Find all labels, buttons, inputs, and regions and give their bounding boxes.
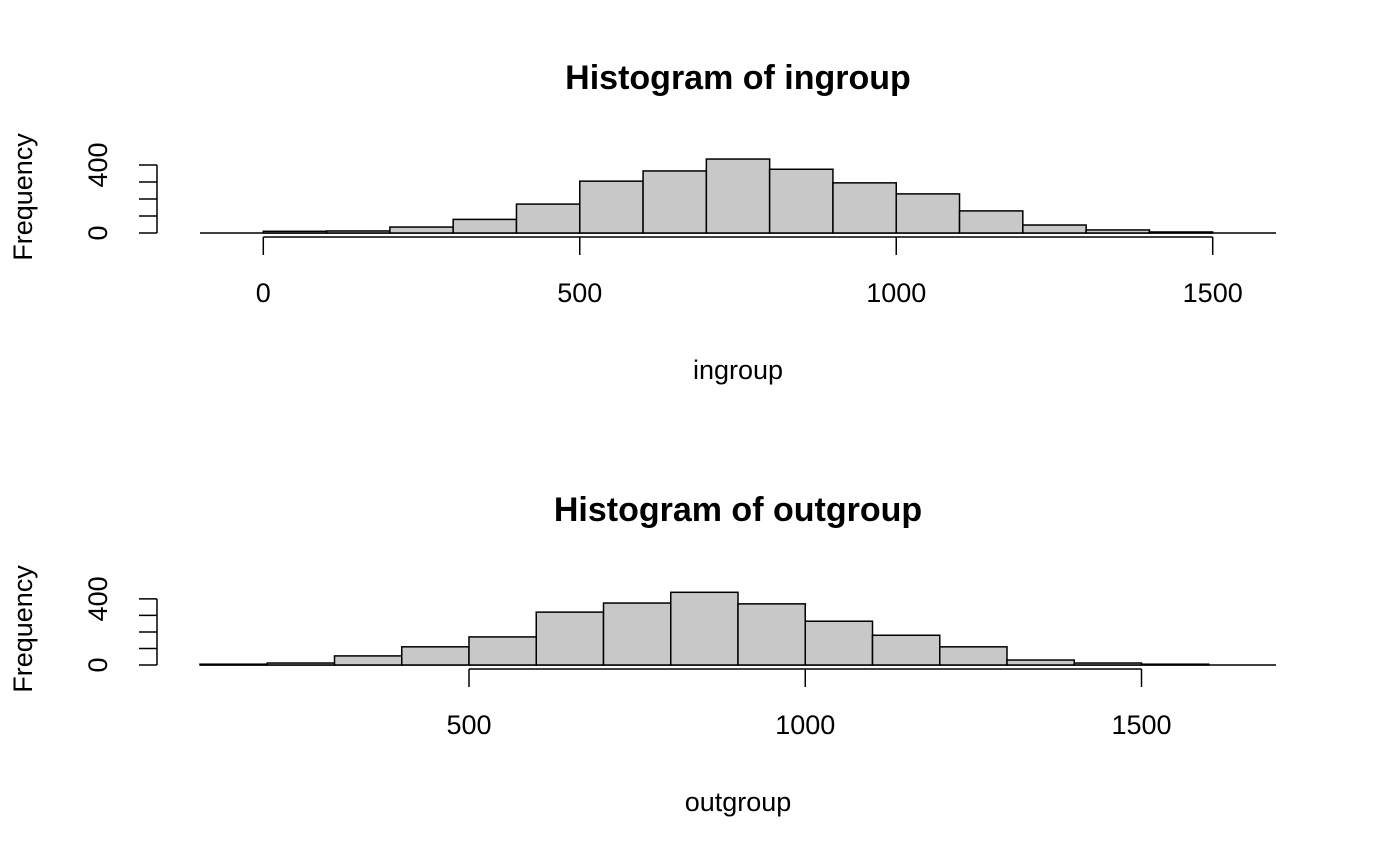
bar <box>1085 229 1151 234</box>
bar <box>939 646 1008 666</box>
bar <box>515 203 581 234</box>
y-tick-label: 0 <box>83 225 113 240</box>
x-tick-label: 500 <box>446 710 491 740</box>
x-tick-label: 0 <box>256 278 271 308</box>
y-tick-label: 0 <box>83 657 113 672</box>
bar <box>262 230 328 234</box>
bar <box>768 168 834 234</box>
bar <box>389 226 454 234</box>
y-axis-label: Frequency <box>8 565 38 693</box>
x-axis-label: ingroup <box>693 355 783 385</box>
bar <box>266 662 336 666</box>
x-tick-label: 1500 <box>1183 278 1243 308</box>
bar <box>401 646 470 666</box>
chart-title: Histogram of ingroup <box>565 59 911 97</box>
x-tick-label: 1000 <box>775 710 835 740</box>
bar <box>1140 663 1210 666</box>
bar <box>579 180 644 234</box>
bar <box>1022 224 1087 234</box>
bar <box>705 158 771 234</box>
bar <box>895 193 961 234</box>
x-axis-label: outgroup <box>685 787 792 817</box>
bar <box>199 663 268 666</box>
bar <box>1073 662 1143 666</box>
bar <box>333 655 403 666</box>
bar <box>832 182 897 234</box>
bar <box>804 620 874 666</box>
chart-title: Histogram of outgroup <box>554 491 922 529</box>
bar <box>602 602 672 666</box>
bar <box>1148 231 1214 234</box>
bar <box>737 603 806 666</box>
y-axis-label: Frequency <box>8 133 38 261</box>
bar <box>670 591 739 666</box>
y-tick-label: 400 <box>83 142 113 187</box>
bar <box>871 634 941 666</box>
bar <box>642 170 708 234</box>
bar <box>468 636 537 666</box>
bar <box>452 218 518 234</box>
bar <box>1006 659 1075 666</box>
x-tick-label: 500 <box>557 278 602 308</box>
x-tick-label: 1500 <box>1111 710 1171 740</box>
bar <box>958 210 1024 234</box>
x-tick-label: 1000 <box>866 278 926 308</box>
y-tick-label: 400 <box>83 576 113 621</box>
bar <box>325 230 391 234</box>
bar <box>535 611 605 666</box>
